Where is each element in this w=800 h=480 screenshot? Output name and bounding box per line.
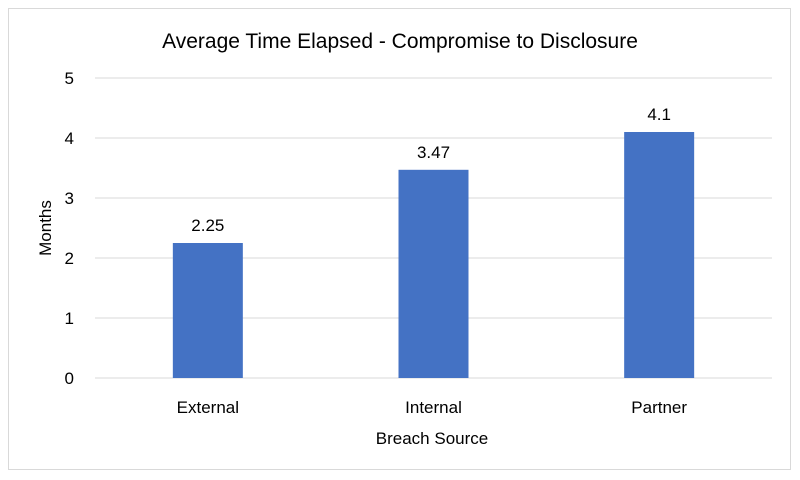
data-label: 4.1 — [647, 105, 671, 124]
chart-title: Average Time Elapsed - Compromise to Dis… — [162, 30, 638, 53]
y-tick-label: 3 — [65, 189, 74, 208]
data-labels: 2.25 3.47 4.1 — [191, 105, 671, 235]
y-tick-label: 4 — [65, 129, 74, 148]
y-axis-label: Months — [36, 200, 55, 256]
x-axis-ticks: External Internal Partner — [177, 398, 688, 417]
y-tick-label: 2 — [65, 249, 74, 268]
y-tick-label: 0 — [65, 369, 74, 388]
x-tick-label: Partner — [631, 398, 687, 417]
y-axis-ticks: 0 1 2 3 4 5 — [65, 69, 74, 388]
data-label: 3.47 — [417, 143, 450, 162]
x-tick-label: External — [177, 398, 239, 417]
y-tick-label: 5 — [65, 69, 74, 88]
x-tick-label: Internal — [405, 398, 462, 417]
data-label: 2.25 — [191, 216, 224, 235]
x-axis-label: Breach Source — [376, 429, 488, 448]
bar — [624, 132, 695, 378]
bar — [398, 169, 469, 378]
bar — [172, 243, 243, 378]
y-tick-label: 1 — [65, 309, 74, 328]
bars — [172, 132, 695, 378]
